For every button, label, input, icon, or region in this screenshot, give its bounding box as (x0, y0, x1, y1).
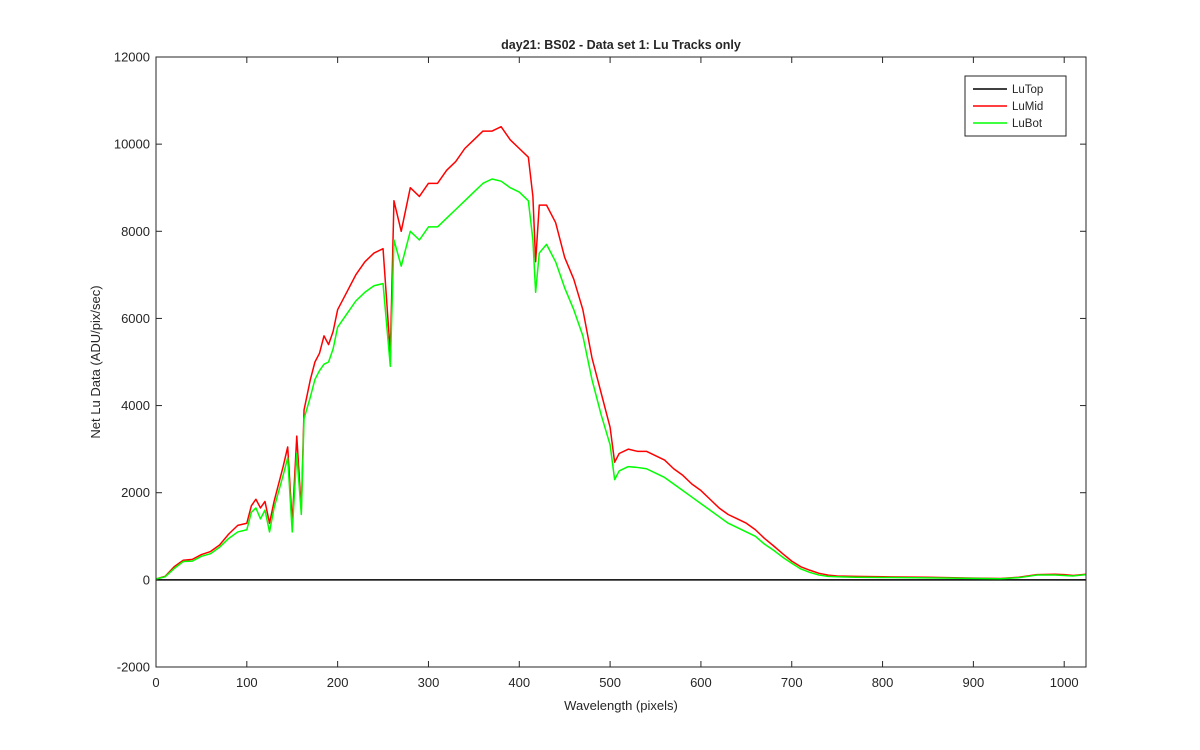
legend-label-lutop: LuTop (1012, 84, 1043, 96)
legend-label-lumid: LuMid (1012, 101, 1043, 113)
y-tick-label: 10000 (114, 137, 150, 152)
series-lines (155, 125, 1087, 581)
y-tick-label: 4000 (121, 398, 150, 413)
x-tick-label: 400 (508, 675, 530, 690)
x-tick-label: 800 (872, 675, 894, 690)
chart-title: day21: BS02 - Data set 1: Lu Tracks only (501, 38, 741, 52)
y-tick-label: 8000 (121, 224, 150, 239)
axis-ticks: 0 100 200 300 400 500 600 700 800 900 1000-2000020… (114, 50, 1086, 690)
x-tick-label: 700 (781, 675, 803, 690)
series-line-lubot (155, 178, 1087, 580)
legend-label-lubot: LuBot (1012, 118, 1043, 130)
plot-area (156, 57, 1086, 667)
y-tick-label: 12000 (114, 50, 150, 65)
x-tick-label: 1000 (1050, 675, 1079, 690)
x-axis-label: Wavelength (pixels) (564, 698, 678, 713)
x-tick-label: 500 (599, 675, 621, 690)
y-axis-label: Net Lu Data (ADU/pix/sec) (88, 285, 103, 438)
x-tick-label: 200 (327, 675, 349, 690)
axes-box (155, 56, 1087, 668)
y-tick-label: 0 (143, 572, 150, 587)
series-line-lumid (155, 125, 1087, 580)
y-tick-label: 6000 (121, 311, 150, 326)
x-tick-label: 900 (963, 675, 985, 690)
x-tick-label: 600 (690, 675, 712, 690)
x-tick-label: 300 (418, 675, 440, 690)
y-tick-label: -2000 (117, 660, 150, 675)
legend: LuTop LuMid LuBot (964, 75, 1067, 137)
y-tick-label: 2000 (121, 485, 150, 500)
x-tick-label: 0 (152, 675, 159, 690)
x-tick-label: 100 (236, 675, 258, 690)
